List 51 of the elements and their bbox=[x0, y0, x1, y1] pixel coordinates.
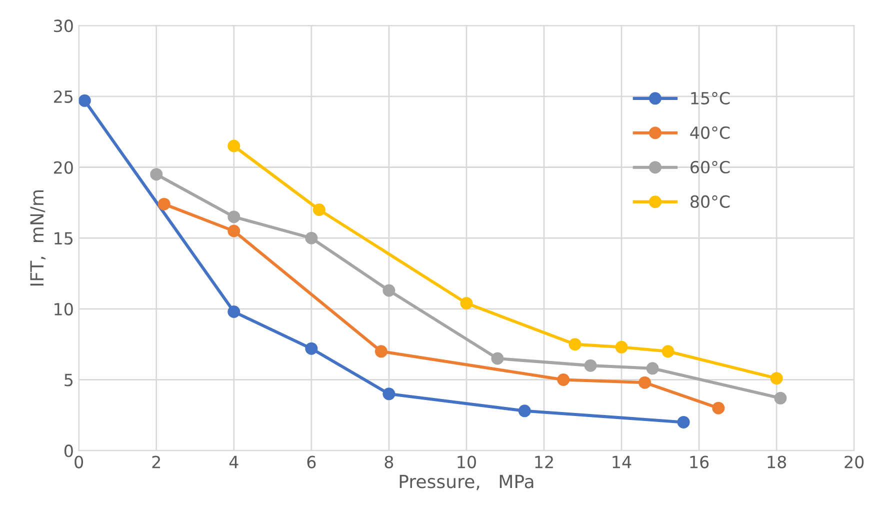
x-tick-label: 20 bbox=[844, 456, 864, 468]
y-tick-label: 15 bbox=[54, 232, 73, 245]
x-tick-label: 16 bbox=[690, 456, 709, 468]
point bbox=[460, 296, 473, 310]
point bbox=[638, 376, 652, 389]
point bbox=[584, 359, 597, 372]
point bbox=[228, 210, 240, 224]
x-tick-label: 12 bbox=[535, 456, 553, 468]
point bbox=[774, 392, 787, 404]
x-tick-label: 6 bbox=[307, 456, 316, 468]
point bbox=[677, 416, 690, 428]
point bbox=[662, 345, 674, 358]
x-tick-label: 14 bbox=[612, 456, 632, 468]
point bbox=[158, 198, 170, 210]
point bbox=[382, 284, 396, 297]
x-tick-label: 10 bbox=[458, 456, 476, 468]
point bbox=[557, 373, 570, 386]
legend-label: 60°C bbox=[690, 160, 730, 174]
point bbox=[374, 345, 388, 358]
y-tick-label: 30 bbox=[54, 20, 73, 32]
point bbox=[305, 342, 318, 355]
point bbox=[150, 168, 163, 181]
point bbox=[312, 204, 326, 216]
x-tick-label: 18 bbox=[768, 456, 786, 468]
x-tick-label: 8 bbox=[384, 456, 394, 468]
point bbox=[646, 362, 659, 375]
point bbox=[78, 94, 91, 107]
point bbox=[615, 340, 628, 354]
point bbox=[491, 352, 504, 365]
legend-label: 80°C bbox=[690, 195, 730, 208]
point bbox=[712, 402, 725, 414]
point bbox=[770, 372, 783, 385]
point bbox=[228, 224, 240, 238]
legend-label: 15°C bbox=[691, 92, 730, 104]
point bbox=[228, 305, 240, 318]
point bbox=[382, 388, 396, 400]
y-axis-title: IFT, mN/m bbox=[30, 190, 46, 286]
y-tick-label: 5 bbox=[64, 374, 73, 386]
y-tick-label: 25 bbox=[54, 90, 73, 103]
y-tick-label: 0 bbox=[64, 444, 73, 458]
x-tick-label: 4 bbox=[229, 456, 238, 468]
legend-label: 40°C bbox=[690, 126, 730, 139]
point bbox=[305, 232, 318, 244]
y-tick-label: 10 bbox=[54, 302, 73, 316]
x-tick-label: 0 bbox=[74, 456, 84, 468]
x-tick-label: 2 bbox=[152, 456, 160, 468]
x-axis-title: Pressure, MPa bbox=[400, 474, 534, 490]
point bbox=[518, 404, 531, 418]
point bbox=[568, 338, 582, 351]
y-tick-label: 20 bbox=[54, 161, 73, 174]
point bbox=[228, 140, 240, 152]
